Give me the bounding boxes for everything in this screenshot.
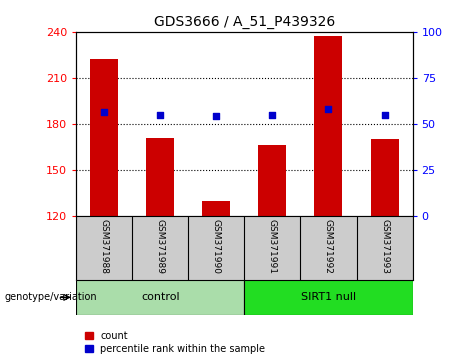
- Bar: [371, 139, 399, 216]
- Text: control: control: [141, 292, 179, 302]
- Point: [269, 112, 276, 118]
- Text: GSM371993: GSM371993: [380, 219, 389, 274]
- Bar: [244, 280, 413, 315]
- Text: GSM371988: GSM371988: [100, 219, 109, 274]
- Text: SIRT1 null: SIRT1 null: [301, 292, 356, 302]
- Title: GDS3666 / A_51_P439326: GDS3666 / A_51_P439326: [154, 16, 335, 29]
- Text: GSM371990: GSM371990: [212, 219, 221, 274]
- Text: GSM371989: GSM371989: [156, 219, 165, 274]
- Text: GSM371991: GSM371991: [268, 219, 277, 274]
- Point: [381, 112, 388, 118]
- Legend: count, percentile rank within the sample: count, percentile rank within the sample: [81, 327, 269, 354]
- Text: GSM371992: GSM371992: [324, 219, 333, 274]
- Bar: [90, 59, 118, 216]
- Point: [325, 106, 332, 112]
- Point: [156, 112, 164, 118]
- Bar: [146, 138, 174, 216]
- Point: [213, 113, 220, 119]
- Bar: [76, 280, 244, 315]
- Bar: [314, 36, 343, 216]
- Bar: [258, 145, 286, 216]
- Point: [100, 109, 108, 114]
- Text: genotype/variation: genotype/variation: [5, 292, 97, 302]
- Bar: [202, 201, 230, 216]
